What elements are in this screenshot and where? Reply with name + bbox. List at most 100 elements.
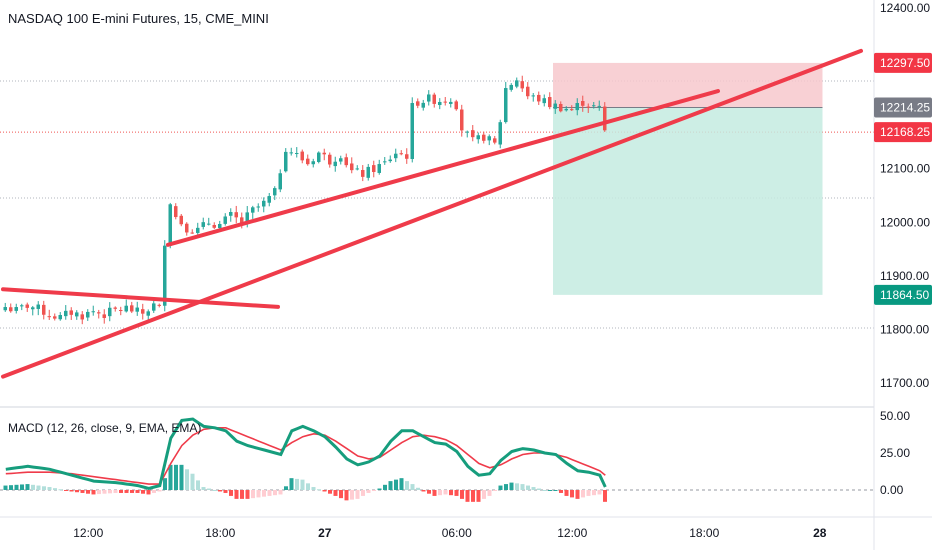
macd-histogram-bar [284,486,288,490]
macd-histogram-bar [498,485,503,490]
macd-histogram-bar [487,490,492,496]
candle-body [515,80,519,87]
macd-histogram-bar [328,490,332,494]
macd-histogram-bar [548,490,552,491]
price-tag-bg [874,97,932,118]
candle-body [366,166,370,178]
candle [383,157,387,165]
candle-body [179,215,183,225]
macd-histogram-bar [383,484,387,490]
candle-body [185,223,189,233]
candle-body [328,154,332,165]
macd-histogram-bar [47,487,52,490]
candle [130,301,134,314]
macd-histogram-bar [306,483,310,490]
candle [388,155,392,163]
candle [438,98,442,110]
macd-histogram-bar [190,473,195,490]
candle [405,148,409,164]
candle [47,309,51,321]
price-tag: 12168.25 [874,122,932,143]
take-profit-zone[interactable] [553,107,823,295]
macd-histogram-bar [80,490,85,493]
candle-body [421,102,425,108]
macd-histogram-bar [537,488,541,490]
time-tick-label: 18:00 [205,526,235,540]
candle [141,303,145,320]
trendline[interactable] [1,48,863,379]
candle-body [339,158,343,162]
price-axis[interactable]: 12400.00 12100.00 12000.00 11900.00 11800.00… [874,1,932,390]
macd-histogram-bar [163,478,167,490]
candle-body [20,305,24,307]
macd-histogram-bar [542,490,547,491]
candle [597,100,601,111]
macd-histogram-bar [317,489,321,491]
candle [454,99,458,111]
candle [229,208,233,222]
time-axis[interactable]: 12:00 18:00 27 06:00 12:00 18:00 28 [73,526,827,540]
candle-body [284,151,288,172]
trendline[interactable] [1,287,280,309]
candle [471,125,475,142]
macd-histogram-bar [86,490,90,494]
price-tag-label: 12214.25 [880,101,930,115]
candle-body [333,161,337,167]
trendlines[interactable] [1,48,863,379]
macd-histogram-bar [372,490,376,491]
candle-body [196,227,200,233]
time-tick-label: 06:00 [442,526,472,540]
macd-histogram-bar [339,490,343,499]
candle-body [410,103,414,159]
macd-histogram-bar [262,490,266,497]
macd-histogram-bar [597,490,602,495]
macd-histogram-bar [179,464,184,490]
price-tick-label: 12000.00 [880,215,930,229]
candle-body [262,200,266,207]
candle-body [119,310,123,312]
candle-body [9,307,13,312]
macd-histogram-bar [531,487,536,490]
candle [449,98,453,108]
candle [223,213,227,226]
candle-body [42,304,46,315]
macd-histogram-bar [592,490,596,496]
macd-histogram-bar [377,488,382,490]
candle [289,147,293,156]
macd-histogram-bar [493,490,497,491]
macd-histogram-bar [482,490,486,499]
candle [537,91,541,105]
candle [201,217,205,230]
price-tick-label: 11800.00 [880,322,929,336]
candle [427,90,431,106]
candle [531,93,535,102]
macd-histogram-bar [603,490,607,502]
candle [328,152,332,168]
candle-body [69,310,73,315]
trendline[interactable] [166,89,720,247]
macd-histogram-bar [152,490,156,493]
candle [168,202,172,249]
price-tag-label: 11864.50 [880,288,929,302]
price-tag-bg [874,122,932,143]
candle-body [3,307,7,311]
macd-axis[interactable]: 50.00 25.00 0.00 [880,409,910,497]
candle-body [564,108,568,111]
macd-histogram-bar [31,484,35,490]
macd-histogram-bar [124,490,129,493]
candle [69,307,73,320]
candle [207,217,211,226]
candle-body [25,304,29,308]
candle-body [344,157,348,166]
position-tool[interactable] [553,62,823,295]
candle [124,299,128,313]
candle [300,149,304,164]
macd-histogram-bar [25,484,30,490]
candle [278,169,282,193]
candle [196,222,200,236]
candle-body [427,94,431,102]
time-tick-label: 12:00 [557,526,587,540]
macd-histogram-bar [64,490,68,491]
candle-body [146,311,150,316]
